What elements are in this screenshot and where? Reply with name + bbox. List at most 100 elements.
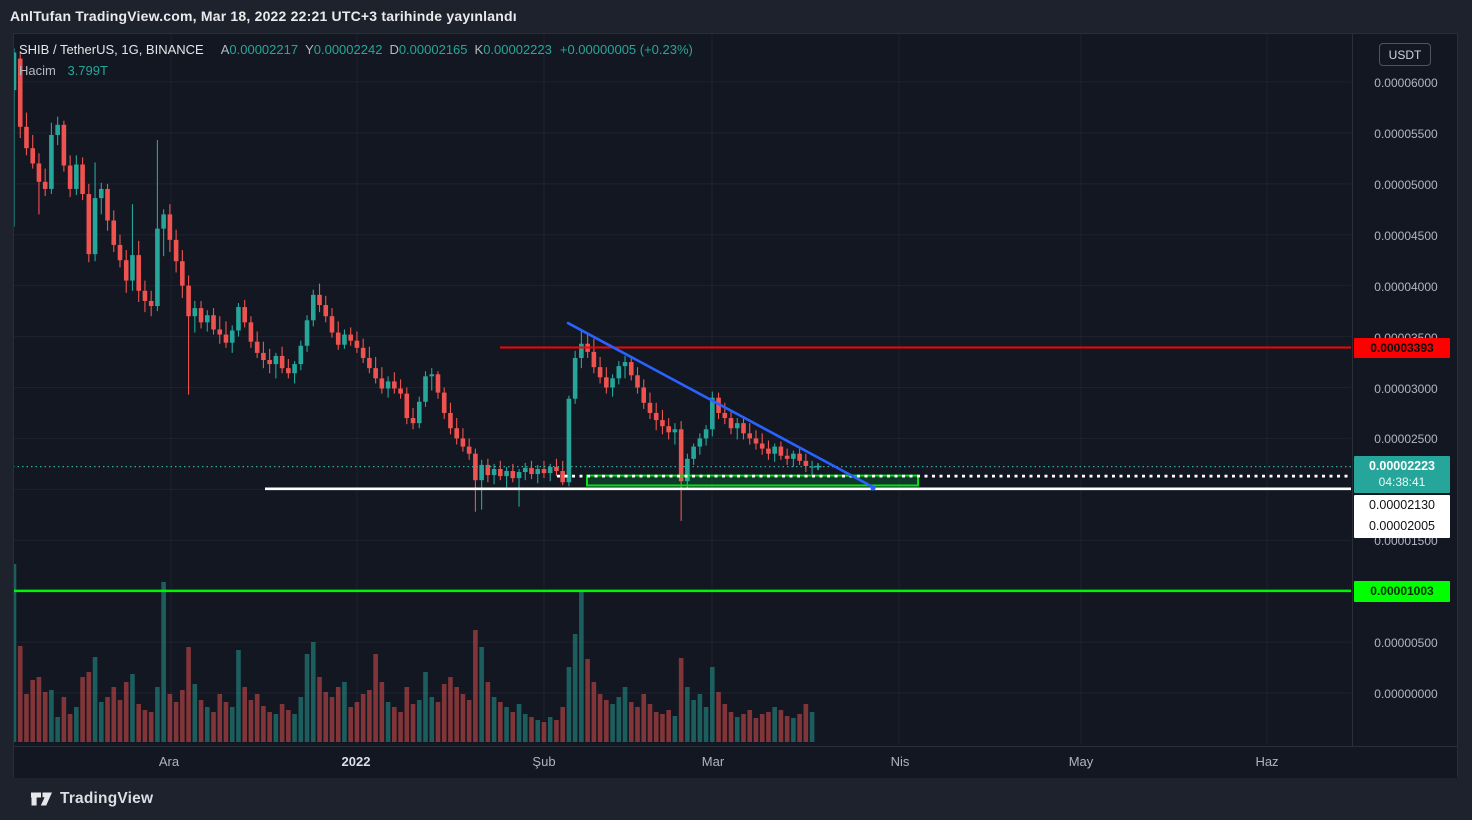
candle-body xyxy=(304,320,310,346)
volume-bar xyxy=(610,704,615,742)
candle-body xyxy=(572,357,578,399)
candle-body xyxy=(198,308,204,323)
candle-body xyxy=(211,315,216,330)
volume-bar xyxy=(597,694,603,742)
time-axis[interactable]: Ara 2022 Şub Mar Nis May Haz xyxy=(14,746,1457,778)
candle-body xyxy=(367,357,372,369)
volume-bar xyxy=(791,718,796,742)
volume-bar xyxy=(86,672,92,742)
volume-bar xyxy=(24,694,29,742)
time-tick-label: Ara xyxy=(158,754,180,769)
volume-bar xyxy=(498,702,503,742)
descending-trendline[interactable] xyxy=(566,321,873,488)
volume-bar xyxy=(473,630,478,742)
candle-body xyxy=(448,412,453,429)
candle-body xyxy=(416,401,422,424)
candle-body xyxy=(516,472,522,479)
volume-bar xyxy=(510,712,516,742)
candle-body xyxy=(485,464,491,476)
price-axis[interactable]: USDT 0.00006000 0.00005500 0.00005000 0.000… xyxy=(1352,34,1459,746)
candle-body xyxy=(803,460,809,466)
candle-body xyxy=(310,294,316,321)
volume-bar xyxy=(435,702,441,742)
volume-bar xyxy=(148,712,154,742)
volume-bar xyxy=(254,694,260,742)
candle-body xyxy=(597,367,603,378)
volume-bar xyxy=(80,677,85,742)
candle-body xyxy=(604,377,609,388)
volume-bar xyxy=(279,704,285,742)
candle-body xyxy=(130,255,135,281)
currency-unit-button[interactable]: USDT xyxy=(1379,43,1431,66)
candle-body xyxy=(547,466,553,474)
volume-bar xyxy=(448,677,453,742)
volume-bar xyxy=(522,714,528,742)
volume-bar xyxy=(535,720,541,742)
volume-bar xyxy=(766,712,771,742)
candle-body xyxy=(167,214,173,240)
volume-bar xyxy=(797,714,802,742)
candle-body xyxy=(17,58,23,127)
volume-bar xyxy=(292,714,297,742)
candle-body xyxy=(728,418,734,429)
price-chart-canvas[interactable] xyxy=(14,34,1457,776)
support-line-price: 0.00002005 xyxy=(1368,519,1436,533)
candle-body xyxy=(678,429,684,482)
volume-bar xyxy=(604,700,609,742)
volume-bar xyxy=(653,712,659,742)
volume-bar xyxy=(167,694,173,742)
candle-body xyxy=(86,194,92,255)
volume-bar xyxy=(647,704,653,742)
volume-bar xyxy=(273,714,279,742)
candle-body xyxy=(498,468,503,477)
time-tick-label: Mar xyxy=(701,754,725,769)
candle-body xyxy=(454,428,459,439)
trendline-endpoint-handle[interactable] xyxy=(870,485,876,491)
candle-body xyxy=(292,364,297,374)
candle-body xyxy=(778,446,784,456)
volume-bar xyxy=(298,697,304,742)
candle-body xyxy=(42,181,48,189)
candle-body xyxy=(298,345,304,365)
candle-body xyxy=(510,471,516,479)
volume-bar xyxy=(716,692,721,742)
volume-bar xyxy=(385,702,391,742)
resistance-price-label: 0.00003393 xyxy=(1354,338,1450,358)
volume-bar xyxy=(784,716,790,742)
candle-body xyxy=(660,420,665,427)
volume-bar xyxy=(697,694,703,742)
volume-bar xyxy=(410,704,416,742)
candle-body xyxy=(161,214,166,229)
candle-body xyxy=(766,448,771,454)
volume-bar xyxy=(429,697,435,742)
candle-body xyxy=(410,418,416,424)
volume-bar xyxy=(398,712,403,742)
volume-bar xyxy=(36,677,42,742)
symbol-title[interactable]: SHIB / TetherUS, 1G, BINANCE xyxy=(19,42,204,57)
volume-bar xyxy=(759,714,765,742)
volume-bar xyxy=(117,700,123,742)
volume-bar xyxy=(622,687,628,742)
candle-body xyxy=(622,362,628,367)
volume-bar xyxy=(248,700,254,742)
volume-value: 3.799T xyxy=(67,63,108,78)
tradingview-attribution[interactable]: TradingView xyxy=(30,786,153,812)
volume-bar xyxy=(236,650,241,742)
candle-body xyxy=(616,366,622,379)
candle-body xyxy=(223,334,229,343)
candle-body xyxy=(392,381,397,389)
volume-bar xyxy=(747,710,753,742)
candle-body xyxy=(317,294,322,306)
volume-bar xyxy=(741,714,746,742)
volume-bar xyxy=(585,659,590,742)
candle-body xyxy=(423,376,428,402)
candle-body xyxy=(105,188,110,221)
green-support-price-label: 0.00001003 xyxy=(1354,581,1450,602)
volume-bar xyxy=(98,702,104,742)
candle-body xyxy=(24,126,29,149)
volume-bar xyxy=(354,702,360,742)
legend-volume-row: Hacim 3.799T xyxy=(19,60,693,81)
chart-legend: SHIB / TetherUS, 1G, BINANCE A0.00002217 Y… xyxy=(19,39,693,81)
volume-label: Hacim xyxy=(19,63,56,78)
volume-bar xyxy=(360,694,366,742)
